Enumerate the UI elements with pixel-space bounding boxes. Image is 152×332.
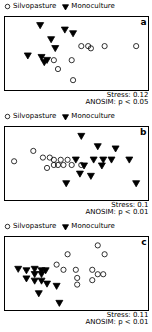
svg-text:Stress: 0.1ANOSIM: p < 0.01: Stress: 0.1ANOSIM: p < 0.01 — [85, 201, 148, 216]
svg-text:c: c — [141, 237, 146, 247]
html-text:Silvopasture: Silvopasture — [13, 112, 57, 120]
svg-text:a: a — [140, 17, 146, 27]
html-text:Monoculture: Monoculture — [71, 222, 115, 230]
svg-text:Stress: 0.11ANOSIM: p < 0.01: Stress: 0.11ANOSIM: p < 0.01 — [85, 311, 148, 326]
html-text:Silvopasture: Silvopasture — [13, 222, 57, 230]
html-text:Monoculture: Monoculture — [71, 112, 115, 120]
svg-text:Stress: 0.12ANOSIM: p < 0.05: Stress: 0.12ANOSIM: p < 0.05 — [85, 91, 148, 106]
html-text:Monoculture: Monoculture — [71, 2, 115, 10]
svg-text:b: b — [140, 127, 147, 137]
html-text:Silvopasture: Silvopasture — [13, 2, 57, 10]
